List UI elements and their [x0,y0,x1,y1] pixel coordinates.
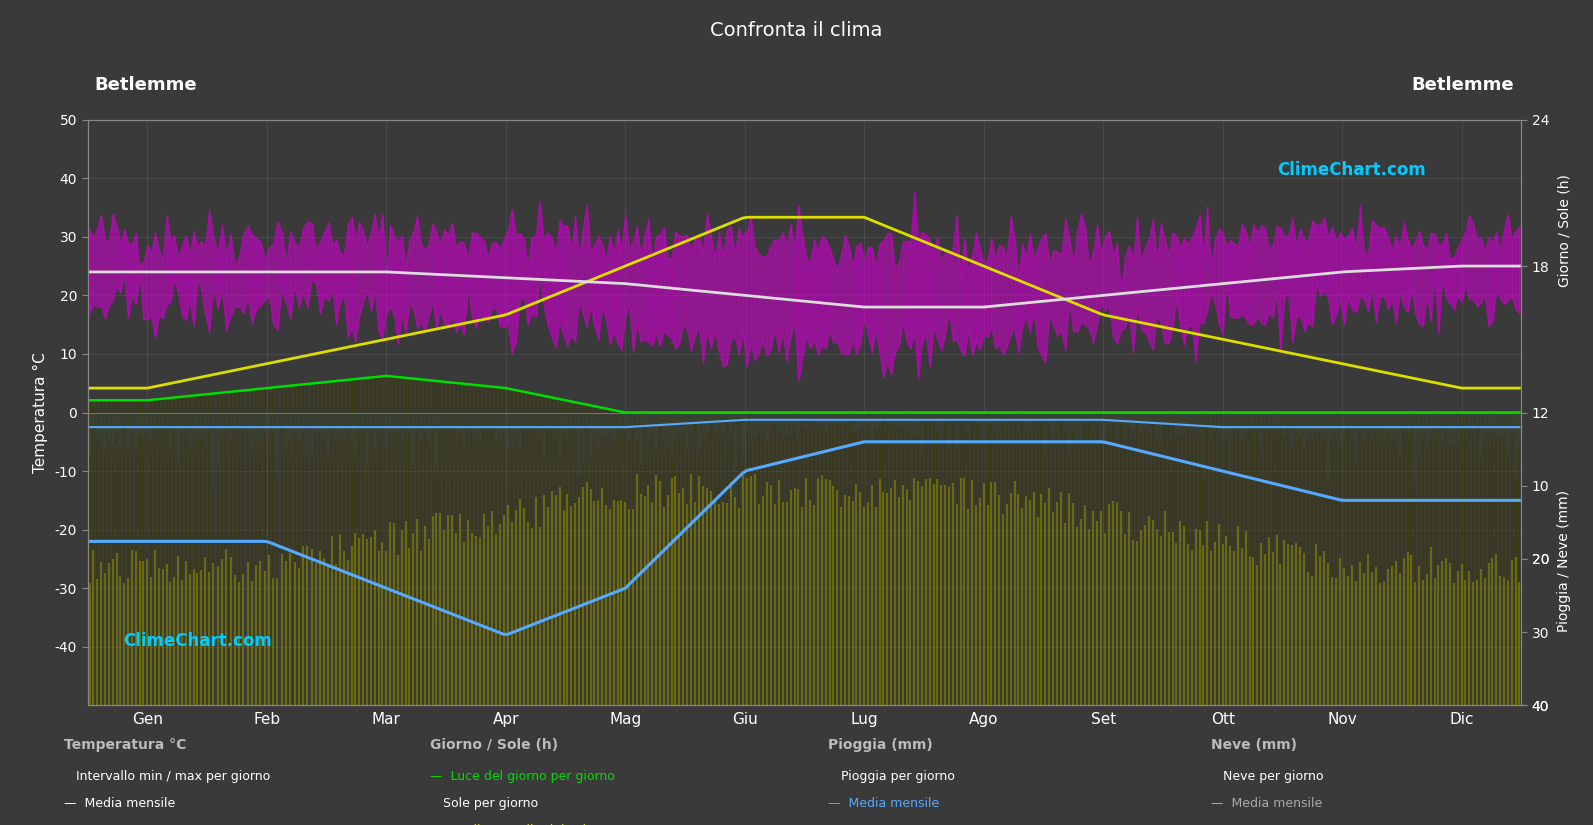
Text: Pioggia per giorno: Pioggia per giorno [841,770,954,783]
Text: Betlemme: Betlemme [96,76,198,94]
Text: —  Media mensile: — Media mensile [1211,797,1322,810]
Text: Giorno / Sole (h): Giorno / Sole (h) [430,738,558,752]
Text: Neve (mm): Neve (mm) [1211,738,1297,752]
Text: Sole per giorno: Sole per giorno [443,797,538,810]
Text: Pioggia / Neve (mm): Pioggia / Neve (mm) [1558,490,1571,632]
Y-axis label: Temperatura °C: Temperatura °C [33,352,48,473]
Text: Betlemme: Betlemme [1411,76,1515,94]
Text: —  Media mensile: — Media mensile [64,797,175,810]
Text: —  Luce del giorno per giorno: — Luce del giorno per giorno [430,770,615,783]
Text: —  Media mensile: — Media mensile [828,797,940,810]
Text: ClimeChart.com: ClimeChart.com [124,632,272,650]
Text: Temperatura °C: Temperatura °C [64,738,186,752]
Text: Pioggia (mm): Pioggia (mm) [828,738,933,752]
Text: Giorno / Sole (h): Giorno / Sole (h) [1558,175,1571,287]
Text: Confronta il clima: Confronta il clima [710,21,883,40]
Text: ClimeChart.com: ClimeChart.com [1278,161,1426,179]
Text: Intervallo min / max per giorno: Intervallo min / max per giorno [76,770,271,783]
Text: Neve per giorno: Neve per giorno [1223,770,1324,783]
